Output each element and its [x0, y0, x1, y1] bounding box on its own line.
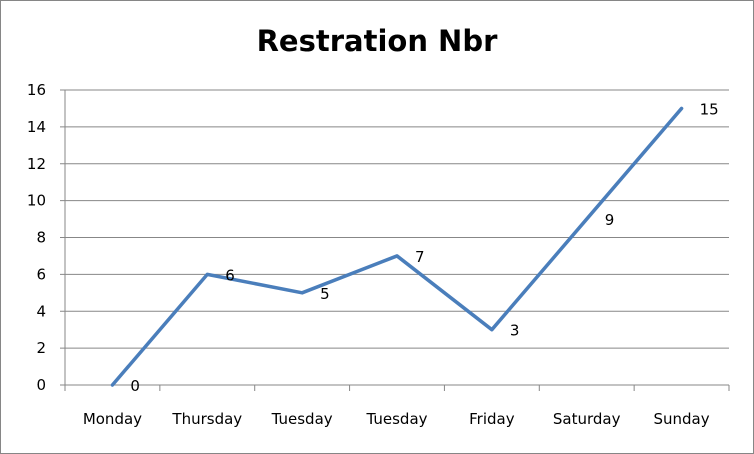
- gridlines: [65, 89, 729, 349]
- x-tick-label: Tuesday: [271, 410, 333, 428]
- data-label: 15: [700, 100, 719, 118]
- y-tick-label: 12: [27, 155, 46, 173]
- data-label: 5: [320, 285, 330, 303]
- y-tick-label: 4: [36, 302, 46, 320]
- data-label: 3: [510, 322, 520, 340]
- x-tick-label: Thursday: [171, 410, 242, 428]
- chart-title: Restration Nbr: [256, 24, 498, 58]
- series-line: [110, 106, 684, 387]
- data-labels: 0 6 5 7 3 9 15: [130, 100, 718, 395]
- data-label: 6: [225, 266, 235, 284]
- x-tick-label: Monday: [83, 410, 142, 428]
- x-tick-label: Saturday: [553, 410, 621, 428]
- y-tick-label: 8: [36, 229, 46, 247]
- x-tick-label: Tuesday: [365, 410, 427, 428]
- data-label: 0: [130, 377, 140, 395]
- series: [110, 106, 684, 387]
- y-tick-label: 6: [36, 265, 46, 283]
- data-label: 7: [415, 248, 425, 266]
- data-label: 9: [605, 211, 615, 229]
- axes: [60, 89, 730, 391]
- y-tick-label: 14: [27, 118, 46, 136]
- y-tick-label: 16: [27, 81, 46, 99]
- y-axis-tick-labels: 0 2 4 6 8 10 12 14 16: [27, 81, 46, 394]
- x-tick-label: Sunday: [654, 410, 710, 428]
- y-tick-label: 2: [36, 339, 46, 357]
- x-axis-tick-labels: Monday Thursday Tuesday Tuesday Friday Saturd…: [83, 410, 710, 428]
- y-tick-label: 10: [27, 192, 46, 210]
- x-tick-label: Friday: [469, 410, 515, 428]
- y-tick-label: 0: [36, 376, 46, 394]
